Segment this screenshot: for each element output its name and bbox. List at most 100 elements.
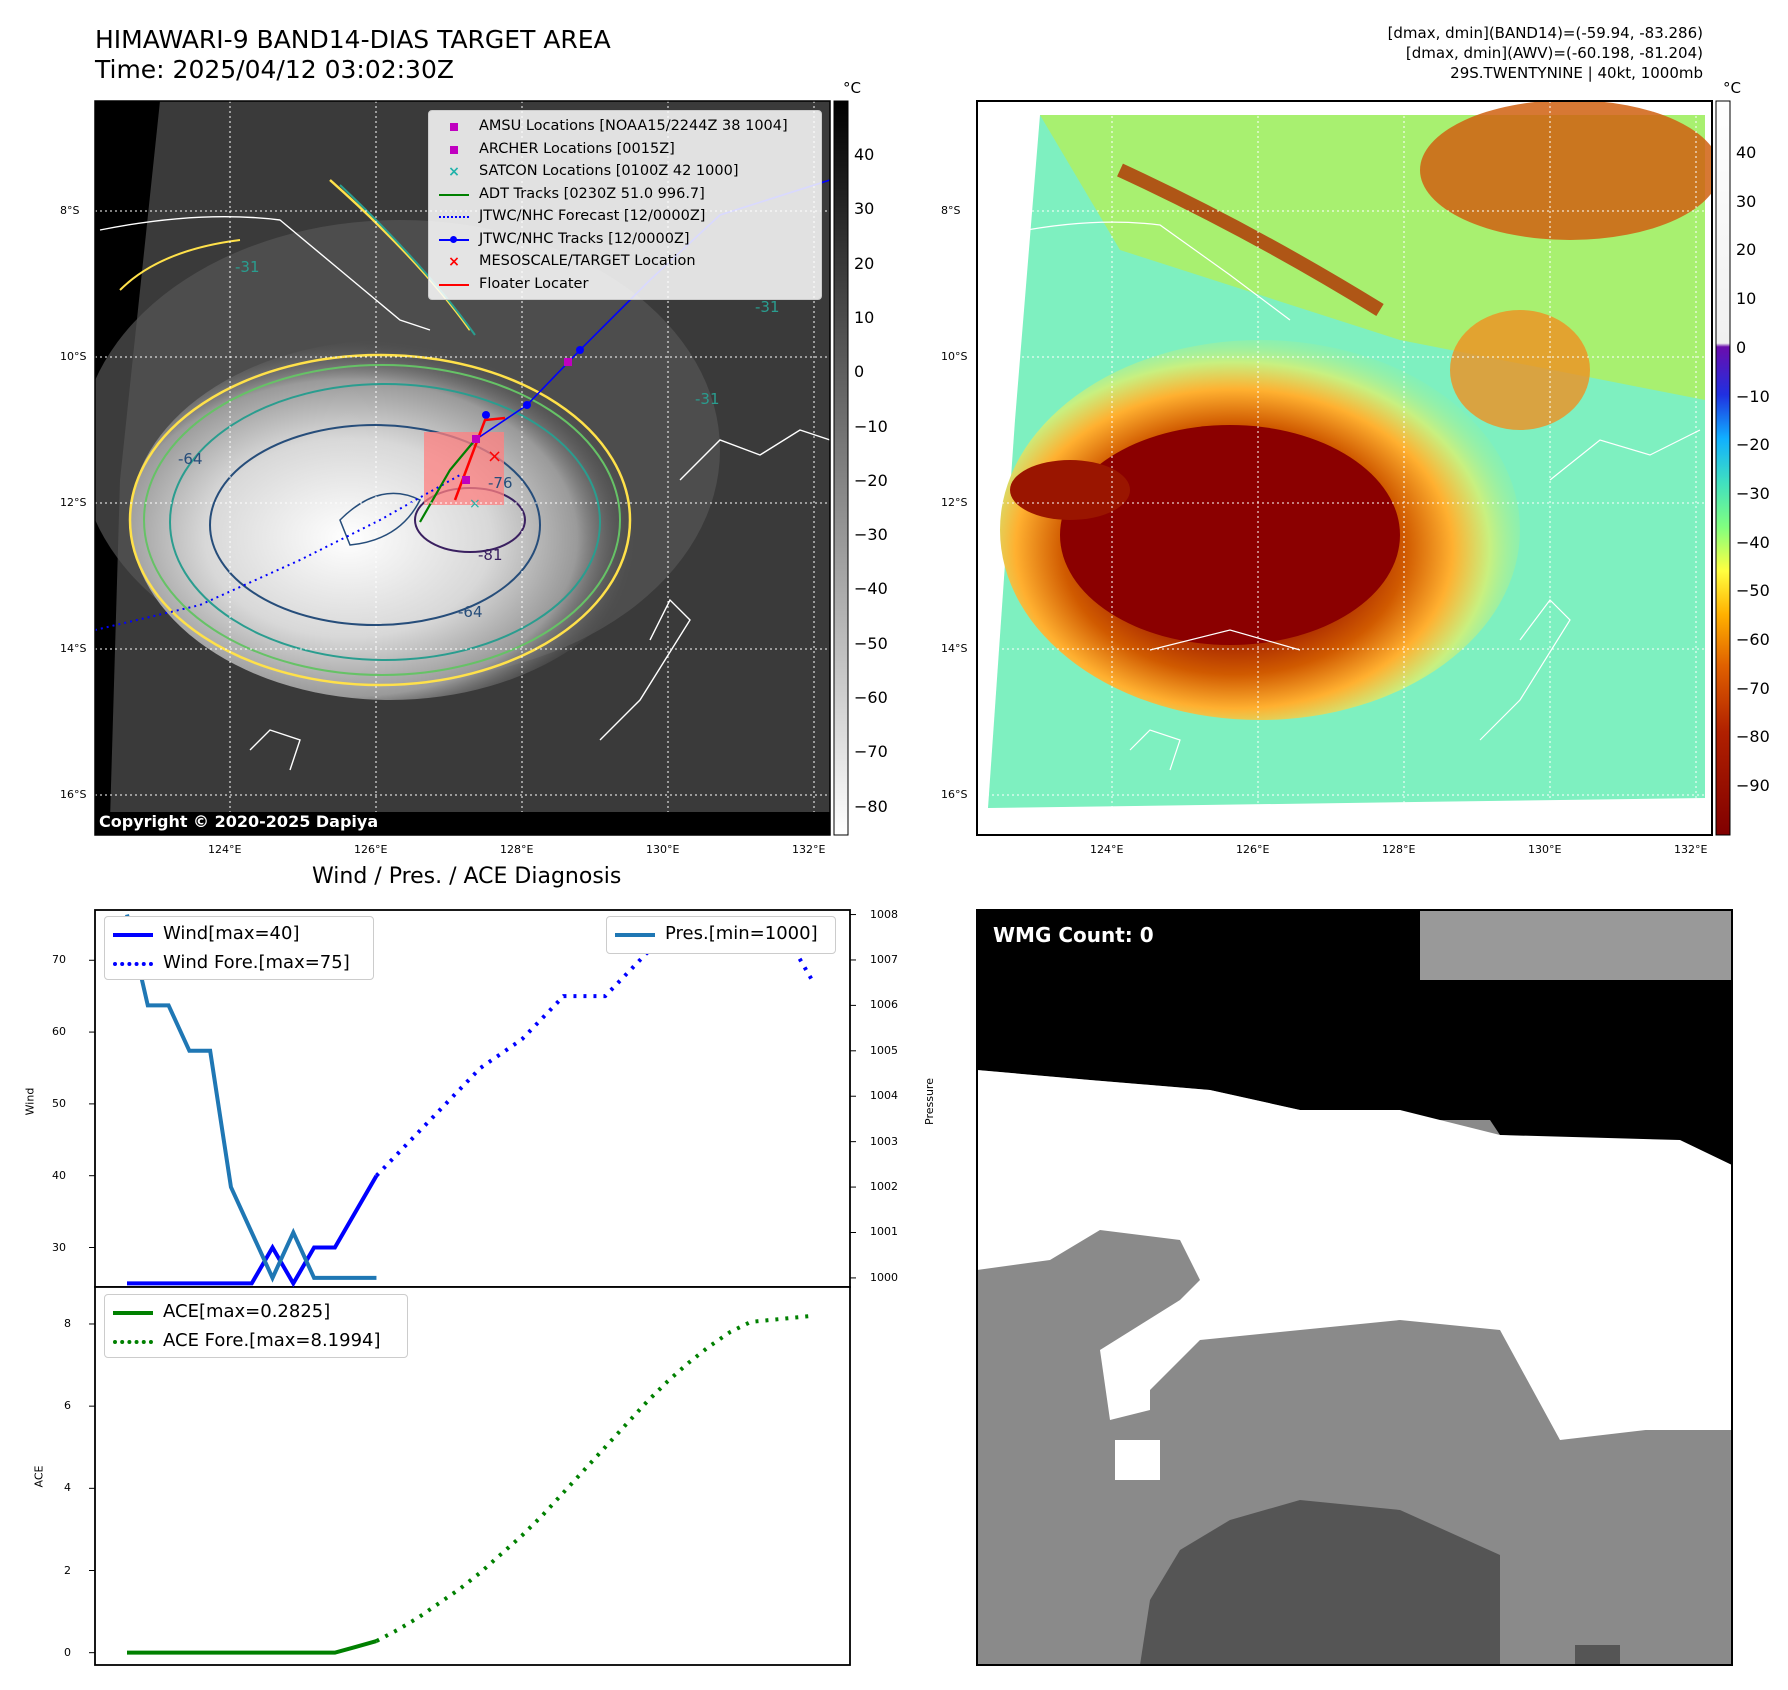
wind-legend: Wind[max=40] Wind Fore.[max=75] bbox=[104, 916, 374, 980]
awv-colorbar bbox=[1715, 100, 1731, 836]
awv-lon-label: 126°E bbox=[1236, 843, 1270, 856]
pressure-tick-label: 1007 bbox=[870, 952, 898, 966]
legend-label: ADT Tracks [0230Z 51.0 996.7] bbox=[479, 185, 705, 202]
pressure-tick-label: 1003 bbox=[870, 1134, 898, 1148]
pressure-tick-label: 1006 bbox=[870, 998, 898, 1012]
ir-lat-label: 16°S bbox=[60, 788, 87, 801]
chart-legend-entry: Wind[max=40] bbox=[105, 921, 373, 947]
contour-label: -81 bbox=[478, 546, 503, 564]
legend-label: ACE[max=0.2825] bbox=[163, 1301, 331, 1322]
pressure-tick-label: 1004 bbox=[870, 1089, 898, 1103]
legend-label: Pres.[min=1000] bbox=[665, 923, 818, 944]
legend-marker-icon bbox=[437, 119, 471, 135]
wind-series-line bbox=[127, 1174, 379, 1288]
awv-colorbar-tick: 10 bbox=[1736, 289, 1757, 309]
contour-label: -31 bbox=[235, 258, 260, 276]
diagnosis-title: Wind / Pres. / ACE Diagnosis bbox=[312, 864, 622, 889]
ir-legend-entry: Floater Locater bbox=[429, 275, 819, 295]
legend-label: MESOSCALE/TARGET Location bbox=[479, 253, 696, 269]
ir-legend-entry: JTWC/NHC Tracks [12/0000Z] bbox=[429, 230, 819, 250]
legend-line-icon bbox=[113, 962, 153, 966]
chart-legend-entry: Pres.[min=1000] bbox=[607, 921, 835, 947]
chart-legend-entry: Wind Fore.[max=75] bbox=[105, 950, 373, 976]
chart-upper bbox=[89, 914, 856, 1288]
wind-forecast-series-line bbox=[375, 922, 815, 1178]
svg-text:×: × bbox=[487, 446, 502, 467]
awv-colorbar-unit: °C bbox=[1723, 79, 1741, 97]
ir-lon-label: 132°E bbox=[792, 843, 826, 856]
awv-lon-label: 124°E bbox=[1090, 843, 1124, 856]
ir-lat-label: 8°S bbox=[60, 204, 80, 217]
ace-tick-label: 0 bbox=[64, 1645, 71, 1659]
legend-line-icon bbox=[113, 933, 153, 937]
wind-tick-label: 70 bbox=[52, 953, 66, 967]
legend-label: ARCHER Locations [0015Z] bbox=[479, 140, 675, 157]
legend-marker-icon bbox=[437, 187, 471, 203]
pressure-legend: Pres.[min=1000] bbox=[606, 916, 836, 954]
chart-legend-entry: ACE Fore.[max=8.1994] bbox=[105, 1328, 407, 1354]
contour-label: -31 bbox=[695, 390, 720, 408]
legend-label: Wind Fore.[max=75] bbox=[163, 952, 350, 973]
legend-line-icon bbox=[113, 1311, 153, 1315]
ace-series-line bbox=[127, 1639, 377, 1655]
awv-colorbar-tick: −90 bbox=[1736, 776, 1770, 796]
ir-lat-label: 12°S bbox=[60, 496, 87, 509]
ir-colorbar-tick: −70 bbox=[854, 742, 888, 762]
pressure-tick-label: 1001 bbox=[870, 1225, 898, 1239]
awv-colorbar-tick: −40 bbox=[1736, 532, 1770, 552]
contour-label: -64 bbox=[458, 603, 483, 621]
awv-colorbar-tick: −80 bbox=[1736, 727, 1770, 747]
awv-lat-label: 14°S bbox=[941, 642, 968, 655]
pressure-tick-label: 1008 bbox=[870, 907, 898, 921]
awv-colorbar-tick: 0 bbox=[1736, 337, 1747, 357]
pressure-tick-label: 1002 bbox=[870, 1180, 898, 1194]
ace-axis-label: ACE bbox=[32, 1465, 46, 1488]
ace-tick-label: 2 bbox=[64, 1563, 71, 1577]
ir-title-line1: HIMAWARI-9 BAND14-DIAS TARGET AREA bbox=[95, 25, 611, 54]
jtwc-forecast-track bbox=[95, 474, 461, 631]
legend-marker-icon bbox=[437, 209, 471, 225]
awv-colorbar-tick: 30 bbox=[1736, 191, 1757, 211]
ir-lon-label: 124°E bbox=[208, 843, 242, 856]
ace-legend: ACE[max=0.2825] ACE Fore.[max=8.1994] bbox=[104, 1294, 408, 1358]
ir-legend-entry: JTWC/NHC Forecast [12/0000Z] bbox=[429, 207, 819, 227]
ace-tick-label: 8 bbox=[64, 1316, 71, 1330]
chart-lower bbox=[89, 1313, 814, 1655]
awv-colorbar-tick: −50 bbox=[1736, 581, 1770, 601]
legend-marker-icon bbox=[437, 232, 471, 248]
wind-tick-label: 30 bbox=[52, 1240, 66, 1254]
ir-colorbar bbox=[833, 100, 849, 836]
ir-legend-entry: ARCHER Locations [0015Z] bbox=[429, 140, 819, 160]
adt-track bbox=[419, 439, 476, 523]
ir-colorbar-tick: 20 bbox=[854, 253, 875, 273]
legend-label: JTWC/NHC Forecast [12/0000Z] bbox=[479, 208, 706, 224]
stats-line2: [dmax, dmin](AWV)=(-60.198, -81.204) bbox=[1405, 44, 1703, 62]
ace-tick-label: 4 bbox=[64, 1481, 71, 1495]
wind-tick-label: 40 bbox=[52, 1168, 66, 1182]
ir-colorbar-tick: −50 bbox=[854, 633, 888, 653]
svg-text:×: × bbox=[469, 496, 481, 512]
legend-line-icon bbox=[113, 1340, 153, 1344]
wmg-count-label: WMG Count: 0 bbox=[993, 923, 1154, 947]
stats-line1: [dmax, dmin](BAND14)=(-59.94, -83.286) bbox=[1387, 24, 1703, 42]
ir-legend-entry: ADT Tracks [0230Z 51.0 996.7] bbox=[429, 185, 819, 205]
ir-legend-entry: AMSU Locations [NOAA15/2244Z 38 1004] bbox=[429, 117, 819, 137]
legend-label: ACE Fore.[max=8.1994] bbox=[163, 1330, 381, 1351]
ir-colorbar-tick: −40 bbox=[854, 579, 888, 599]
ir-legend-entry: × SATCON Locations [0100Z 42 1000] bbox=[429, 162, 819, 182]
legend-label: JTWC/NHC Tracks [12/0000Z] bbox=[479, 230, 690, 247]
legend-line-icon bbox=[615, 933, 655, 937]
ir-lat-label: 14°S bbox=[60, 642, 87, 655]
pressure-series-line bbox=[125, 914, 377, 1283]
copyright-text: Copyright © 2020-2025 Dapiya bbox=[99, 812, 379, 831]
awv-lon-label: 132°E bbox=[1674, 843, 1708, 856]
wind-tick-label: 50 bbox=[52, 1096, 66, 1110]
awv-colorbar-tick: −10 bbox=[1736, 386, 1770, 406]
awv-map bbox=[977, 101, 1712, 835]
legend-marker-icon: × bbox=[448, 254, 460, 270]
awv-lat-label: 12°S bbox=[941, 496, 968, 509]
contour-label: -64 bbox=[178, 450, 203, 468]
ir-legend-entry: × MESOSCALE/TARGET Location bbox=[429, 252, 819, 272]
awv-lon-label: 128°E bbox=[1382, 843, 1416, 856]
